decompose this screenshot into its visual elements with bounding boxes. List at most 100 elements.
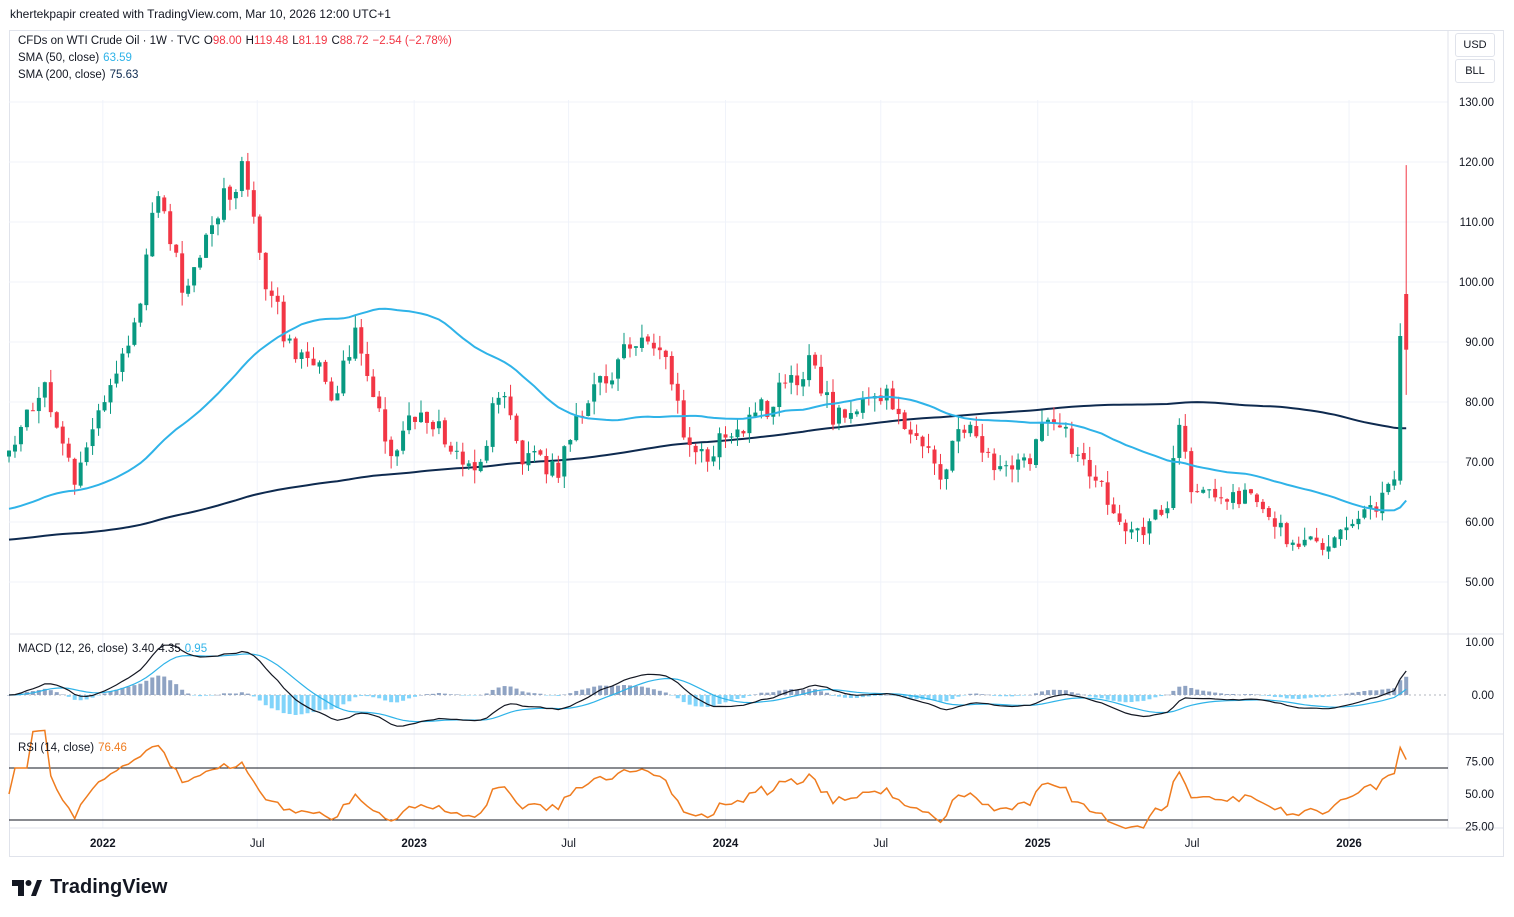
- candle: [651, 333, 656, 356]
- macd-histogram-bar: [1075, 693, 1080, 695]
- candle: [980, 423, 985, 463]
- candle-body: [1189, 451, 1194, 493]
- candle: [383, 397, 388, 454]
- candle-body: [245, 161, 250, 190]
- candle-body: [1237, 490, 1242, 505]
- macd-histogram-bar: [866, 695, 871, 697]
- candle-body: [204, 234, 209, 258]
- candle-body: [1111, 504, 1116, 514]
- macd-histogram-bar: [48, 690, 53, 695]
- candle: [526, 441, 531, 471]
- candle: [347, 345, 352, 364]
- candle: [186, 278, 191, 297]
- chart-frame[interactable]: [9, 30, 1504, 857]
- macd-histogram-bar: [1129, 695, 1134, 703]
- macd-histogram-bar: [675, 695, 680, 699]
- candle: [950, 440, 955, 473]
- candle: [1260, 499, 1265, 514]
- candle: [1231, 483, 1236, 510]
- candle-body: [1356, 518, 1361, 525]
- candle-body: [663, 350, 668, 358]
- candle-body: [1213, 488, 1218, 498]
- candle-body: [317, 362, 322, 367]
- candle: [1398, 323, 1403, 485]
- macd-histogram-bar: [281, 695, 286, 714]
- candle: [896, 396, 901, 425]
- macd-histogram-bar: [830, 695, 835, 696]
- candle-body: [78, 462, 83, 486]
- candle: [866, 387, 871, 406]
- candle-body: [293, 338, 298, 360]
- candle-body: [1284, 523, 1289, 545]
- candle: [496, 392, 501, 414]
- candle-body: [239, 161, 244, 192]
- candle-body: [1362, 509, 1367, 518]
- candle-body: [562, 446, 567, 477]
- macd-histogram-bar: [1350, 692, 1355, 695]
- macd-histogram-bar: [78, 695, 83, 701]
- candle: [854, 409, 859, 417]
- candle: [795, 363, 800, 396]
- candle: [168, 203, 173, 251]
- candle-body: [395, 450, 400, 457]
- candle-body: [30, 410, 35, 412]
- price-tick-label: 50.00: [1465, 577, 1494, 589]
- macd-histogram-bar: [789, 689, 794, 695]
- macd-histogram-bar: [544, 695, 549, 696]
- macd-histogram-bar: [72, 695, 77, 700]
- macd-histogram-bar: [484, 693, 489, 695]
- candle: [377, 390, 382, 412]
- candle-body: [633, 346, 638, 348]
- macd-histogram-bar: [813, 689, 818, 695]
- macd-histogram-bar: [204, 695, 209, 696]
- candle: [1004, 460, 1009, 477]
- candle: [365, 341, 370, 382]
- candle: [1195, 483, 1200, 493]
- candle-body: [1093, 476, 1098, 481]
- candle-body: [54, 412, 59, 428]
- macd-histogram-bar: [227, 693, 232, 695]
- macd-histogram-bar: [251, 695, 256, 697]
- macd-histogram-bar: [448, 694, 453, 695]
- candle: [681, 389, 686, 440]
- sma50-line: [8, 307, 1407, 512]
- candle: [717, 427, 722, 470]
- candle: [192, 267, 197, 293]
- candle: [1332, 536, 1337, 549]
- macd-histogram-bar: [132, 685, 137, 695]
- candle-body: [657, 347, 662, 351]
- time-tick-label: Jul: [873, 838, 888, 850]
- candle: [938, 453, 943, 490]
- candle: [1344, 516, 1349, 540]
- macd-histogram-bar: [174, 684, 179, 695]
- candle-body: [389, 439, 394, 457]
- macd-histogram-bar: [335, 695, 340, 708]
- macd-histogram-bar: [359, 695, 364, 696]
- macd-histogram-bar: [1183, 685, 1188, 695]
- candle: [335, 385, 340, 401]
- macd-histogram-bar: [1195, 689, 1200, 695]
- candle-body: [233, 191, 238, 199]
- candle: [705, 447, 710, 472]
- candle: [174, 244, 179, 258]
- candle-body: [108, 385, 113, 403]
- candle: [466, 460, 471, 470]
- candle-body: [550, 461, 555, 476]
- currency-button[interactable]: USD: [1455, 33, 1495, 57]
- candle-body: [287, 338, 292, 341]
- macd-histogram-bar: [1034, 693, 1039, 695]
- macd-histogram-bar: [1386, 688, 1391, 695]
- time-tick-label: 2025: [1025, 838, 1051, 850]
- candle: [251, 181, 256, 224]
- unit-button[interactable]: BLL: [1455, 59, 1495, 83]
- macd-value-2: 4.35: [158, 643, 181, 655]
- candle-body: [18, 426, 23, 445]
- candle: [1278, 514, 1283, 537]
- macd-histogram-bar: [1248, 694, 1253, 695]
- candle: [395, 448, 400, 466]
- candle: [293, 336, 298, 363]
- candle-body: [717, 433, 722, 458]
- macd-histogram-bar: [687, 695, 692, 705]
- macd-histogram-bar: [1147, 695, 1152, 700]
